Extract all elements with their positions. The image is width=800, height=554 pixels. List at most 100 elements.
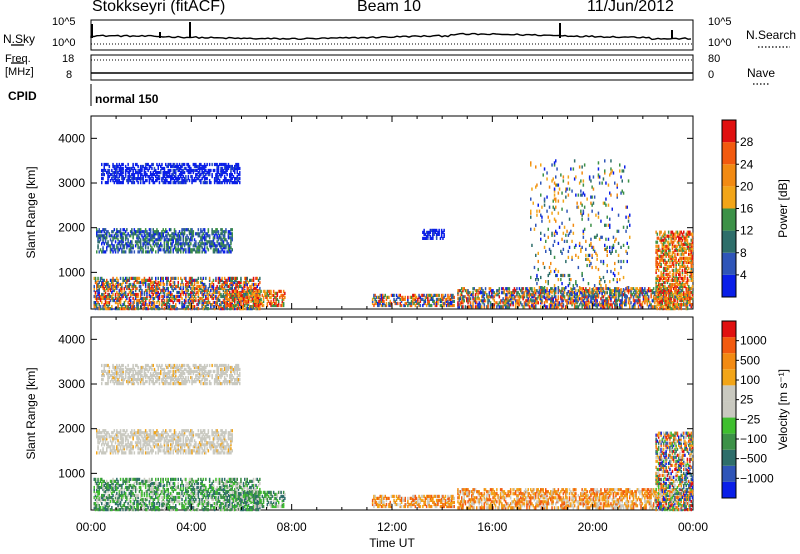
echo-cell [136,280,138,285]
echo-cell [563,239,566,243]
echo-cell [670,282,672,287]
echo-cell [106,234,108,238]
echo-cell [573,177,576,181]
echo-cell [147,250,149,254]
echo-cell [107,286,109,291]
echo-cell [185,181,187,185]
echo-cell [681,288,684,293]
echo-cell [127,162,129,167]
echo-cell [212,292,215,297]
echo-cell [567,255,570,259]
echo-cell [679,280,681,285]
echo-cell [167,242,169,246]
echo-cell [149,244,152,248]
echo-cell [207,234,210,238]
echo-cell [246,284,248,289]
echo-cell [103,303,105,307]
nsearch-tick-high: 10^5 [708,16,732,28]
echo-cell [220,284,222,289]
echo-cell [478,303,480,307]
echo-cell [276,303,279,308]
echo-cell [152,179,154,183]
echo-cell [144,238,147,242]
echo-cell [671,260,674,264]
echo-cell [568,294,571,298]
echo-cell [259,289,261,293]
echo-cell [201,288,203,293]
echo-cell [187,301,190,305]
echo-cell [131,181,133,185]
echo-cell [181,290,183,295]
echo-cell [101,177,103,181]
echo-cell [587,295,590,299]
echo-cell [669,274,671,278]
echo-cell [151,236,153,240]
echo-cell [206,292,208,297]
echo-cell [215,290,217,295]
echo-cell [128,248,131,252]
echo-cell [621,189,623,193]
echo-cell [104,305,107,309]
echo-cell [222,294,225,299]
echo-cell [531,187,533,191]
echo-cell [197,242,200,246]
echo-cell [213,248,216,252]
echo-cell [597,267,600,272]
echo-cell [156,242,158,246]
echo-cell [629,297,631,301]
echo-cell [213,236,216,240]
echo-cell [242,286,245,291]
echo-cell [566,209,568,213]
echo-cell [203,168,206,173]
echo-cell [142,238,144,242]
echo-cell [94,294,97,299]
echo-cell [676,270,679,274]
echo-cell [171,242,173,246]
echo-cell [617,289,620,293]
echo-cell [413,297,415,301]
echo-cell [196,177,198,181]
echo-cell [600,284,602,288]
echo-cell [595,304,597,308]
echo-cell [661,294,664,299]
echo-cell [201,164,203,169]
echo-cell [427,297,429,301]
echo-cell [582,231,585,235]
echo-cell [195,244,197,248]
echo-cell [223,171,226,175]
echo-cell [540,163,542,167]
echo-cell [175,248,177,252]
echo-cell [181,228,183,232]
echo-cell [109,286,112,291]
echo-cell [479,303,482,307]
echo-cell [655,286,657,291]
echo-cell [667,278,670,282]
echo-cell [474,305,477,309]
echo-cell [596,303,598,307]
echo-cell [236,171,238,175]
echo-cell [157,230,159,234]
echo-cell [185,179,187,183]
echo-cell [280,293,282,297]
echo-cell [546,289,548,293]
echo-cell [555,303,557,307]
echo-cell [129,301,132,305]
echo-cell [497,289,499,293]
echo-cell [590,195,592,199]
echo-cell [627,245,630,249]
echo-cell [379,299,381,303]
echo-cell [230,280,232,285]
echo-cell [254,286,256,291]
echo-cell [216,290,218,295]
echo-cell [502,291,504,295]
echo-cell [662,252,665,256]
echo-cell [102,307,104,311]
echo-cell [156,301,158,305]
echo-cell [660,274,662,278]
echo-cell [246,286,248,291]
echo-cell [133,307,136,311]
echo-cell [644,289,646,293]
echo-cell [234,278,236,282]
echo-cell [572,284,575,288]
echo-cell [617,298,620,302]
